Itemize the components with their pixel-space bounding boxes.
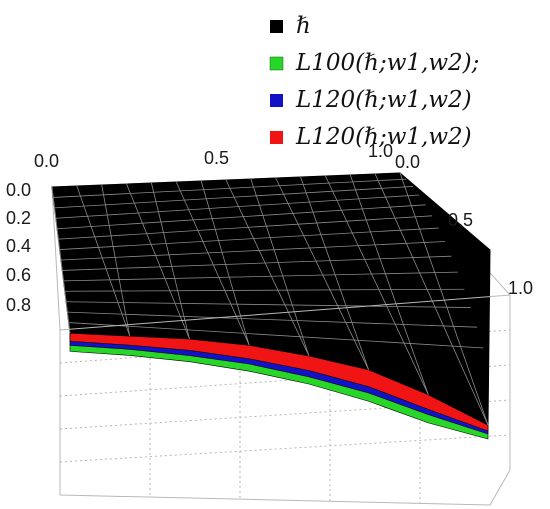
surfaces — [52, 173, 490, 439]
legend-swatch-L120-red — [270, 131, 283, 144]
z-tick-4: 0.8 — [6, 295, 31, 315]
z-axis-ticks: 0.0 0.2 0.4 0.6 0.8 — [6, 180, 31, 315]
box-edge-6 — [490, 470, 510, 505]
legend: ℏ L100(ℏ;w1,w2); L120(ℏ;w1,w2) L120(ℏ;w1… — [270, 13, 479, 150]
w2-tick-0: 0.0 — [395, 152, 420, 172]
wall-gridline-h-4 — [60, 435, 510, 462]
legend-swatch-L120-blue — [270, 94, 283, 107]
legend-swatch-L100 — [270, 57, 283, 70]
legend-label-L120-blue: L120(ℏ;w1,w2) — [295, 87, 472, 113]
w2-tick-2: 1.0 — [508, 278, 533, 298]
w1-tick-1: 0.5 — [204, 148, 229, 168]
z-tick-0: 0.0 — [6, 180, 31, 200]
surface-series-0 — [52, 173, 490, 425]
legend-label-L120-red: L120(ℏ;w1,w2) — [295, 124, 472, 150]
box-edge-4 — [60, 495, 490, 505]
z-tick-1: 0.2 — [6, 208, 31, 228]
w1-tick-0: 0.0 — [34, 151, 59, 171]
legend-label-L100: L100(ℏ;w1,w2); — [295, 50, 479, 76]
z-tick-2: 0.4 — [6, 236, 31, 256]
legend-label-hbar: ℏ — [296, 13, 311, 39]
z-tick-3: 0.6 — [6, 265, 31, 285]
w2-tick-1: 0.5 — [448, 210, 473, 230]
legend-swatch-hbar — [270, 20, 283, 33]
